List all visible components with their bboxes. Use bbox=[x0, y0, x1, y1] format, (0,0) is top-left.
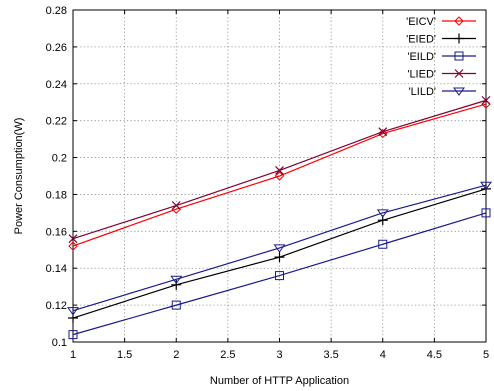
data-point bbox=[68, 234, 78, 244]
legend-label: 'EIED' bbox=[406, 34, 436, 46]
data-point bbox=[376, 209, 389, 218]
axis-ticks: 1 1.5 2 2.5 3 3.5 4 4.5 5 0.1 0.12 0.14 0.16 0.18 0.2 0… bbox=[46, 5, 489, 361]
legend-label: 'LILD' bbox=[409, 86, 436, 98]
legend-label: 'EILD' bbox=[407, 51, 436, 63]
y-tick-label: 0.28 bbox=[46, 5, 67, 17]
series-line bbox=[72, 103, 487, 247]
data-point bbox=[454, 69, 464, 78]
x-tick-label: 1 bbox=[70, 349, 76, 361]
data-point bbox=[171, 279, 182, 290]
data-point bbox=[454, 51, 464, 61]
x-tick-label: 2.5 bbox=[220, 349, 235, 361]
series-line bbox=[72, 212, 487, 336]
series-line bbox=[72, 184, 487, 312]
series-4 bbox=[67, 181, 492, 316]
legend-entry: 'LIED' bbox=[407, 69, 476, 81]
y-tick-label: 0.22 bbox=[46, 116, 67, 128]
data-point bbox=[481, 208, 491, 218]
data-point bbox=[274, 252, 285, 263]
data-point bbox=[454, 16, 464, 26]
legend-entry: 'EICV' bbox=[406, 16, 476, 28]
legend-label: 'LIED' bbox=[407, 69, 436, 81]
legend-entry: 'LILD' bbox=[409, 86, 476, 98]
x-tick-label: 3.5 bbox=[323, 349, 338, 361]
y-tick-label: 0.12 bbox=[46, 300, 67, 312]
y-tick-label: 0.16 bbox=[46, 226, 67, 238]
legend-entry: 'EILD' bbox=[407, 51, 476, 63]
data-point bbox=[68, 330, 78, 340]
x-tick-label: 5 bbox=[483, 349, 489, 361]
data-point bbox=[453, 87, 465, 96]
series-group bbox=[67, 95, 492, 340]
legend-label: 'EICV' bbox=[406, 16, 436, 28]
y-tick-label: 0.2 bbox=[52, 153, 67, 165]
y-tick-label: 0.1 bbox=[52, 337, 67, 349]
series-3 bbox=[68, 95, 491, 244]
y-axis-label: Power Consumption(W) bbox=[13, 118, 25, 235]
data-point bbox=[68, 241, 78, 251]
y-tick-label: 0.26 bbox=[46, 42, 67, 54]
y-tick-label: 0.18 bbox=[46, 189, 67, 201]
x-axis-label: Number of HTTP Application bbox=[210, 375, 349, 387]
data-point bbox=[171, 201, 181, 210]
series-2 bbox=[68, 208, 491, 340]
y-tick-label: 0.24 bbox=[46, 79, 67, 91]
data-point bbox=[454, 33, 464, 44]
data-point bbox=[378, 127, 388, 137]
data-point bbox=[378, 239, 388, 249]
data-point bbox=[480, 181, 492, 191]
data-point bbox=[275, 166, 284, 175]
x-tick-label: 3 bbox=[276, 349, 282, 361]
x-tick-label: 2 bbox=[173, 349, 179, 361]
x-tick-label: 4 bbox=[380, 349, 386, 361]
y-tick-label: 0.14 bbox=[46, 263, 67, 275]
data-point bbox=[275, 271, 284, 281]
data-point bbox=[67, 307, 79, 316]
data-point bbox=[274, 171, 285, 181]
data-point bbox=[481, 95, 491, 105]
data-point bbox=[171, 300, 181, 310]
data-point bbox=[273, 244, 286, 253]
x-tick-label: 4.5 bbox=[427, 349, 442, 361]
legend: 'EICV' 'EIED' 'EILD' 'LIED' 'LILD' bbox=[406, 16, 476, 98]
x-tick-label: 1.5 bbox=[117, 349, 132, 361]
legend-entry: 'EIED' bbox=[406, 33, 476, 46]
data-point bbox=[170, 275, 183, 285]
